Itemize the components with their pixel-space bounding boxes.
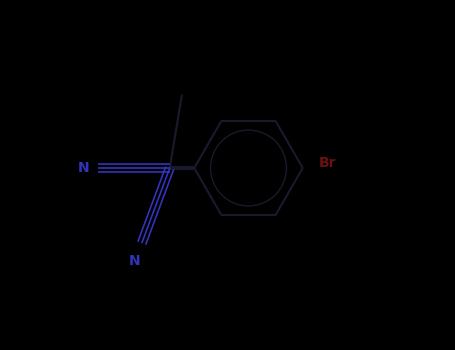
Text: N: N xyxy=(129,254,141,268)
Text: N: N xyxy=(78,161,89,175)
Text: Br: Br xyxy=(318,156,336,170)
